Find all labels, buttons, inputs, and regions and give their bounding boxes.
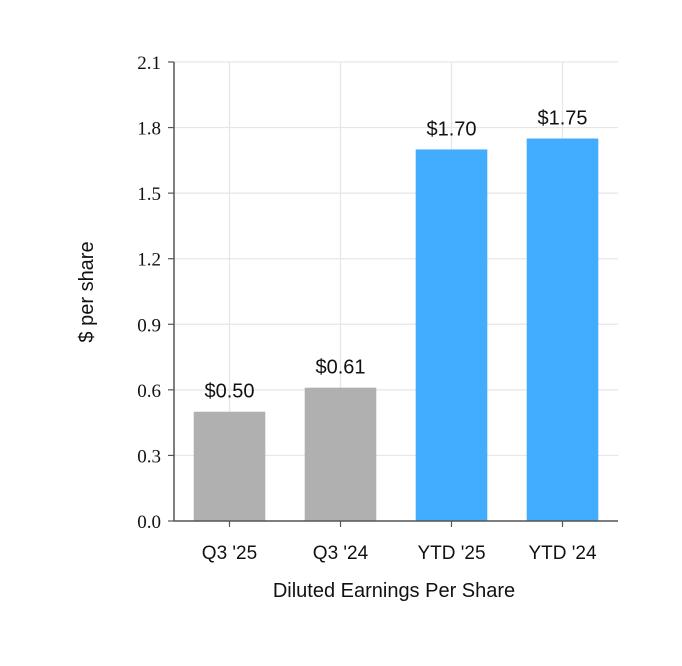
data-labels: $0.50 $0.61 $1.70 $1.75 [204,108,587,403]
y-tick-label: 2.1 [137,53,161,74]
bar-value-label: $1.70 [426,118,476,140]
bar-value-label: $0.50 [204,381,254,403]
bar-value-label: $0.61 [315,357,365,379]
bar-value-label: $1.75 [537,108,587,130]
y-ticks: 0.0 0.3 0.6 0.9 1.2 1.5 1.8 2.1 [137,53,174,533]
bar [415,149,488,521]
x-tick-label: YTD '24 [528,543,596,564]
x-tick-label: Q3 '24 [313,543,369,564]
y-tick-label: 0.0 [137,512,161,533]
bar [526,138,599,521]
y-axis-label: $ per share [76,241,98,342]
y-tick-label: 1.5 [137,184,161,205]
y-tick-label: 0.3 [137,446,161,467]
y-tick-label: 0.6 [137,381,161,402]
x-ticks: Q3 '25 Q3 '24 YTD '25 YTD '24 [202,521,597,564]
axes [173,62,618,522]
x-tick-label: Q3 '25 [202,543,257,564]
x-axis-label: Diluted Earnings Per Share [273,580,515,602]
bar [193,411,266,521]
bars [193,138,599,521]
bar [304,387,377,521]
y-tick-label: 1.2 [137,250,161,271]
y-tick-label: 1.8 [137,119,161,140]
x-tick-label: YTD '25 [417,543,485,564]
y-tick-label: 0.9 [137,315,161,336]
